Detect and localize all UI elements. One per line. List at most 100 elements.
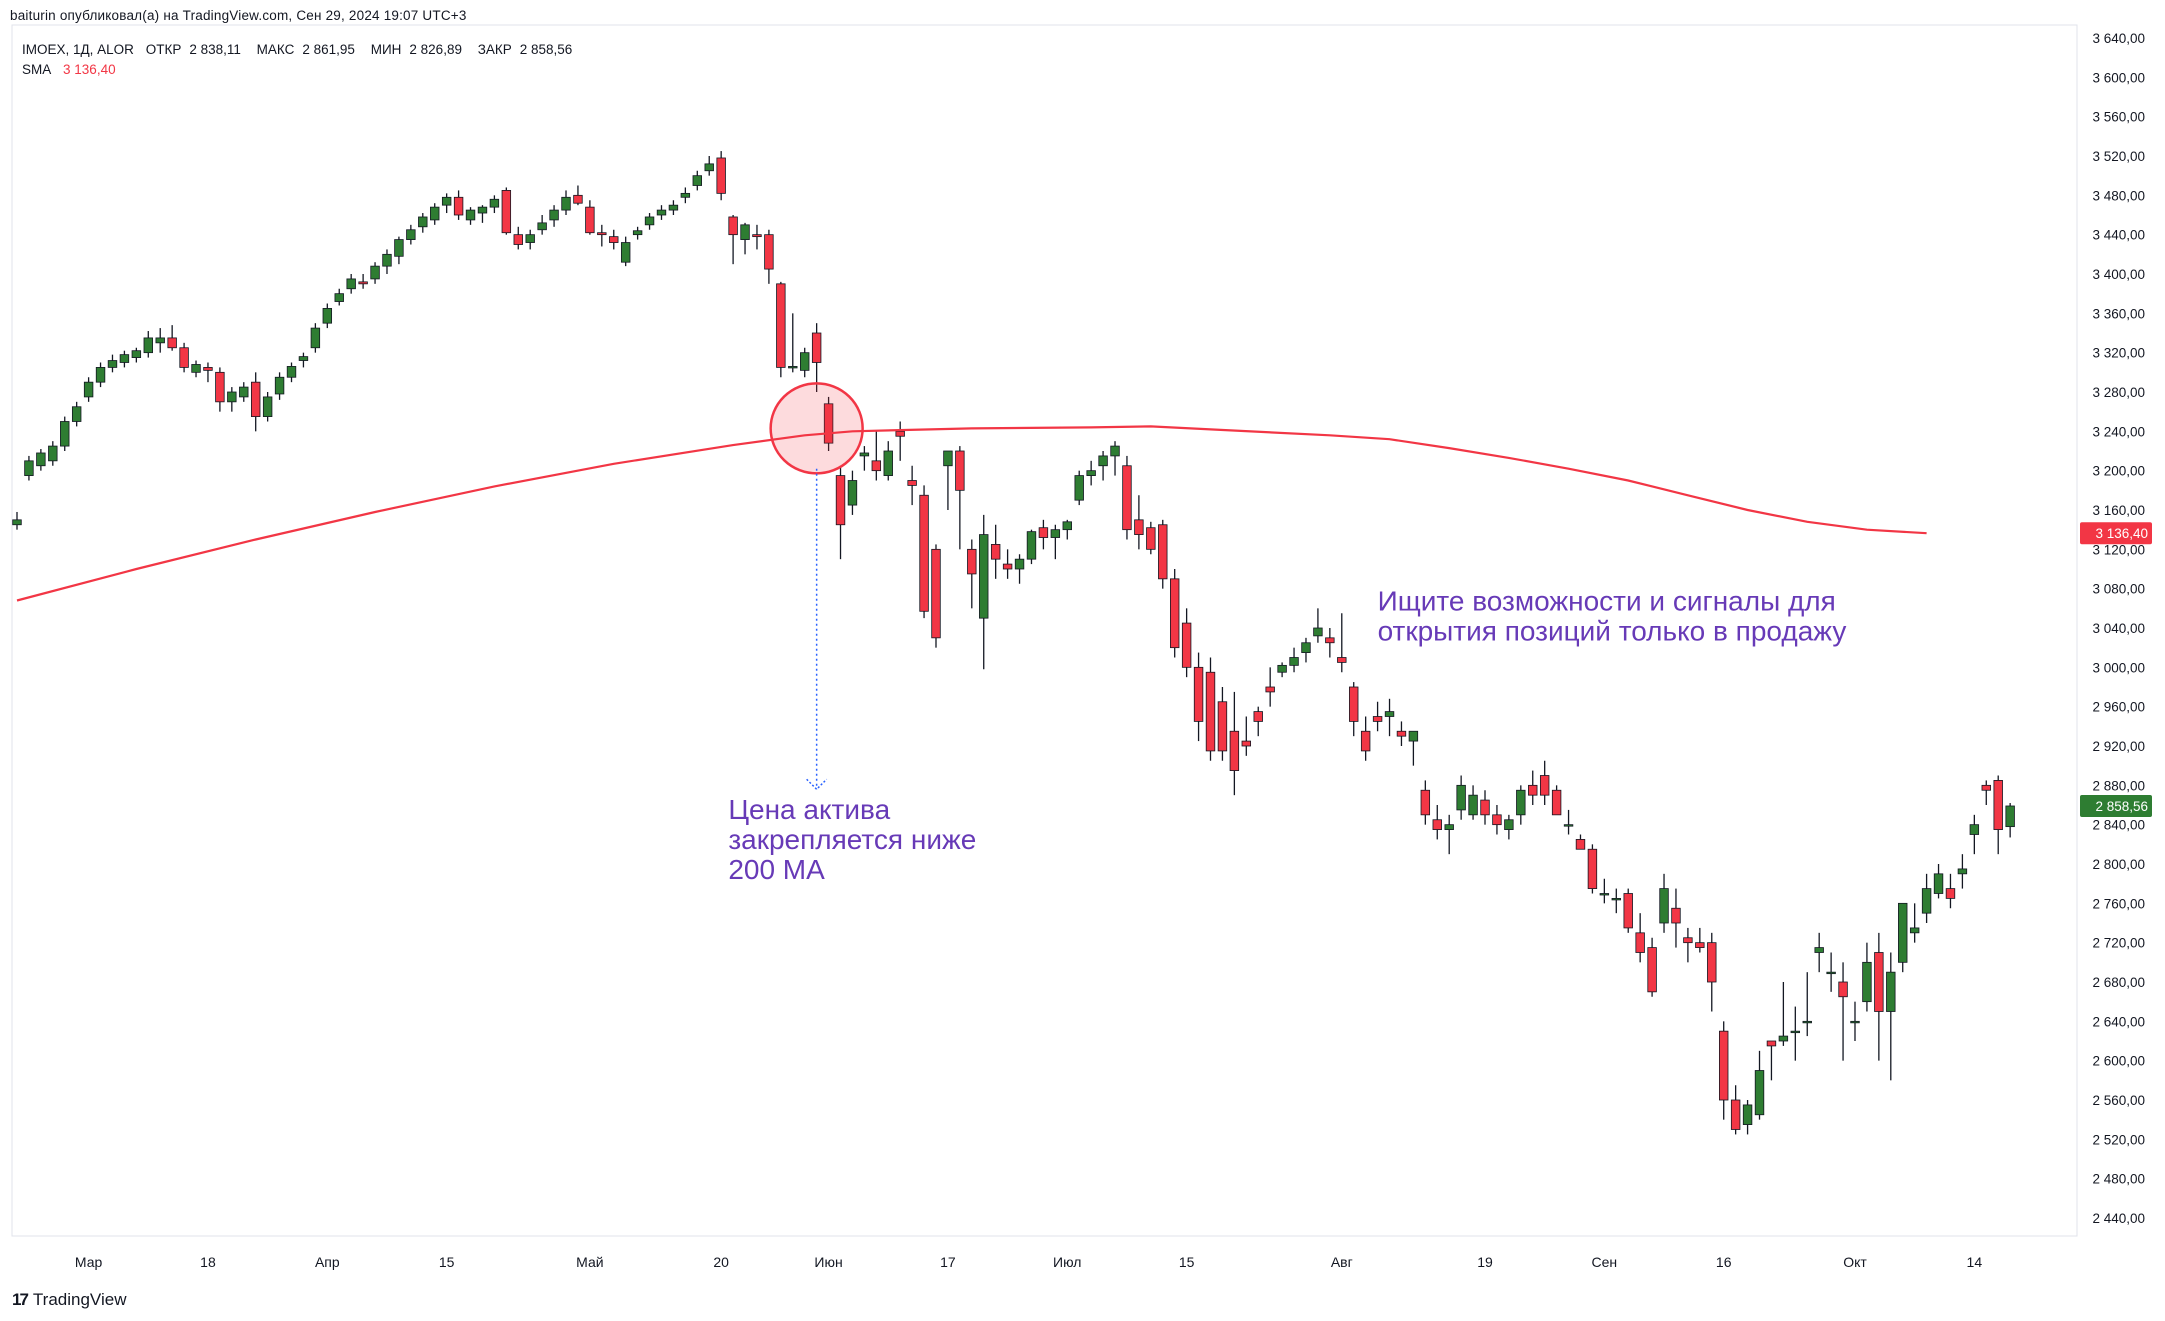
candle-body: [1742, 1104, 1753, 1125]
candle-body: [1563, 824, 1574, 827]
candle-down: [1575, 834, 1586, 850]
candle-body: [1050, 529, 1061, 538]
candle-down: [1349, 682, 1359, 737]
candle-down: [955, 446, 965, 550]
candle-up: [1886, 952, 1896, 1081]
candle-up: [1599, 878, 1610, 904]
candle-down: [1002, 549, 1013, 579]
candle-down: [967, 539, 977, 609]
candle-up: [800, 347, 810, 378]
candle-down: [1134, 495, 1144, 550]
candle-body: [1635, 932, 1645, 953]
sma-200-line: [16, 425, 1927, 602]
candle-body: [203, 367, 213, 371]
candle-up: [262, 392, 273, 422]
candle-down: [835, 465, 846, 560]
candle-body: [967, 548, 977, 575]
candle-down: [1265, 667, 1275, 707]
candle-up: [1026, 529, 1037, 565]
candle-up: [1468, 785, 1478, 820]
y-tick-label: 3 640,00: [2092, 31, 2145, 46]
candle-body: [1193, 666, 1204, 722]
annotation-line: 200 МА: [728, 854, 825, 885]
candle-body: [1611, 898, 1621, 901]
candle-body: [1909, 927, 1920, 934]
candle-down: [1874, 932, 1884, 1061]
y-tick-label: 3 040,00: [2092, 621, 2145, 636]
candle-up: [943, 450, 953, 510]
candle-body: [1790, 1030, 1801, 1034]
candle-up: [561, 190, 571, 215]
candle-body: [298, 356, 309, 361]
candle-down: [776, 281, 786, 378]
candle-body: [370, 265, 380, 280]
candle-body: [931, 548, 941, 639]
candle-up: [1898, 902, 1908, 973]
y-tick-label: 2 840,00: [2092, 818, 2145, 833]
candle-body: [322, 308, 333, 324]
candle-up: [883, 441, 893, 481]
candle-body: [1838, 981, 1848, 998]
symbol-label[interactable]: IMOEX, 1Д, ALOR: [22, 42, 134, 57]
candle-body: [1778, 1035, 1789, 1042]
x-tick-label: Май: [576, 1254, 603, 1270]
candle-body: [1886, 971, 1896, 1012]
candle-body: [990, 544, 1001, 560]
candle-up: [1921, 873, 1932, 923]
candle-up: [1277, 662, 1287, 678]
candle-up: [1742, 1100, 1753, 1135]
open-label: ОТКР: [145, 42, 182, 57]
candle-down: [215, 367, 225, 412]
annotation-line: закрепляется ниже: [728, 824, 976, 855]
tradingview-logo[interactable]: 17 TradingView: [12, 1290, 126, 1310]
candle-body: [1444, 824, 1454, 830]
candle-body: [1217, 701, 1228, 752]
sma-price-tag-text: 3 136,40: [2095, 526, 2148, 541]
candle-down: [1038, 519, 1049, 550]
candle-body: [1647, 947, 1657, 993]
x-tick-label: Сен: [1592, 1254, 1618, 1270]
candle-body: [48, 445, 58, 462]
candle-body: [979, 534, 989, 619]
candle-body: [1480, 799, 1490, 816]
candle-body: [227, 391, 237, 403]
candle-body: [847, 480, 858, 506]
candle-body: [1158, 524, 1168, 580]
candle-body: [36, 452, 46, 467]
candle-body: [1516, 789, 1526, 816]
candle-down: [919, 485, 929, 619]
candle-down: [1695, 927, 1705, 953]
x-tick-label: 17: [940, 1254, 956, 1270]
candle-body: [83, 381, 94, 398]
candle-down: [1730, 1085, 1741, 1135]
candle-body: [95, 367, 106, 383]
sma-legend[interactable]: SMA 3 136,40: [22, 62, 116, 77]
candle-body: [1169, 578, 1180, 649]
candle-body: [585, 206, 595, 234]
candle-body: [764, 234, 774, 270]
candle-up: [418, 213, 428, 233]
candle-body: [943, 450, 953, 467]
candle-body: [1623, 893, 1633, 929]
candle-body: [107, 360, 118, 368]
x-tick-label: 20: [713, 1254, 729, 1270]
candle-body: [2005, 805, 2015, 828]
candle-up: [1074, 470, 1084, 506]
candle-body: [1468, 794, 1478, 816]
candle-body: [692, 175, 702, 186]
candle-up: [334, 288, 344, 306]
candle-body: [143, 337, 153, 354]
candle-body: [1122, 465, 1132, 531]
candle-down: [501, 187, 512, 235]
candle-body: [919, 494, 929, 612]
candle-body: [776, 283, 786, 368]
candle-down: [1719, 1021, 1729, 1120]
candle-up: [1408, 730, 1419, 766]
annotation-line: Ищите возможности и сигналы для: [1378, 585, 1836, 616]
candle-up: [1098, 451, 1108, 481]
candle-up: [322, 303, 333, 329]
candle-body: [262, 396, 273, 417]
candle-body: [1026, 531, 1037, 560]
candle-body: [1504, 819, 1514, 830]
